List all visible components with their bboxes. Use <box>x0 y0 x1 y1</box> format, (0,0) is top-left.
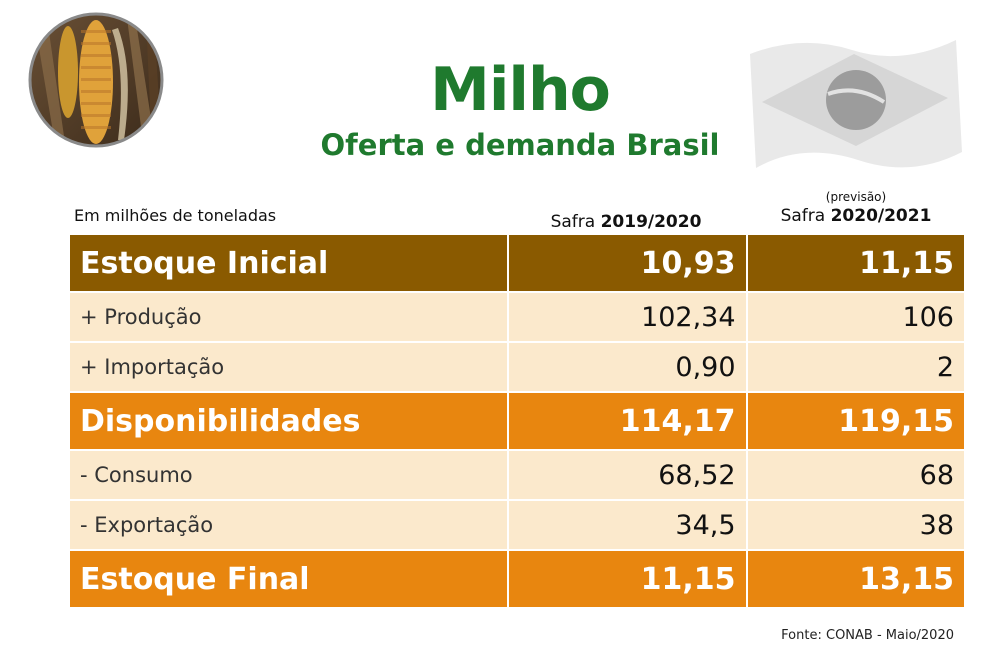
value-2020-2021: 119,15 <box>745 391 967 451</box>
table-row-disponibilidades: Disponibilidades 114,17 119,15 <box>68 391 967 451</box>
column-header-2020-2021: (previsão) Safra 2020/2021 <box>746 190 966 226</box>
table-row-estoque-final: Estoque Final 11,15 13,15 <box>68 549 967 609</box>
table-row-estoque-inicial: Estoque Inicial 10,93 11,15 <box>68 233 967 293</box>
row-label: - Consumo <box>68 449 509 501</box>
value-2019-2020: 102,34 <box>506 291 748 343</box>
column-year: 2020/2021 <box>830 206 932 226</box>
value-2019-2020: 10,93 <box>506 233 748 293</box>
table-row-producao: + Produção 102,34 106 <box>68 291 967 343</box>
value-2019-2020: 0,90 <box>506 341 748 393</box>
column-header-2019-2020: Safra 2019/2020 <box>516 210 736 232</box>
value-2020-2021: 68 <box>745 449 967 501</box>
units-label: Em milhões de toneladas <box>74 206 277 225</box>
value-2019-2020: 114,17 <box>506 391 748 451</box>
row-label: Disponibilidades <box>68 391 509 451</box>
value-2020-2021: 13,15 <box>745 549 967 609</box>
source-note: Fonte: CONAB - Maio/2020 <box>781 628 954 643</box>
corn-cob-photo <box>28 12 164 148</box>
row-label: Estoque Final <box>68 549 509 609</box>
value-2019-2020: 11,15 <box>506 549 748 609</box>
brazil-flag-graphic <box>750 40 962 168</box>
value-2020-2021: 106 <box>745 291 967 343</box>
row-label: + Importação <box>68 341 509 393</box>
column-prefix: Safra <box>550 212 601 232</box>
value-2020-2021: 11,15 <box>745 233 967 293</box>
row-label: Estoque Inicial <box>68 233 509 293</box>
table-row-exportacao: - Exportação 34,5 38 <box>68 499 967 551</box>
column-prefix: Safra <box>780 206 831 226</box>
page-title: Milho <box>430 55 611 125</box>
supply-demand-table: Estoque Inicial 10,93 11,15 + Produção 1… <box>68 233 967 609</box>
row-label: + Produção <box>68 291 509 343</box>
value-2019-2020: 34,5 <box>506 499 748 551</box>
column-year: 2019/2020 <box>600 212 702 232</box>
value-2019-2020: 68,52 <box>506 449 748 501</box>
row-label: - Exportação <box>68 499 509 551</box>
column-note: (previsão) <box>825 190 887 204</box>
value-2020-2021: 2 <box>745 341 967 393</box>
table-row-importacao: + Importação 0,90 2 <box>68 341 967 393</box>
value-2020-2021: 38 <box>745 499 967 551</box>
table-row-consumo: - Consumo 68,52 68 <box>68 449 967 501</box>
page-subtitle: Oferta e demanda Brasil <box>320 128 720 162</box>
